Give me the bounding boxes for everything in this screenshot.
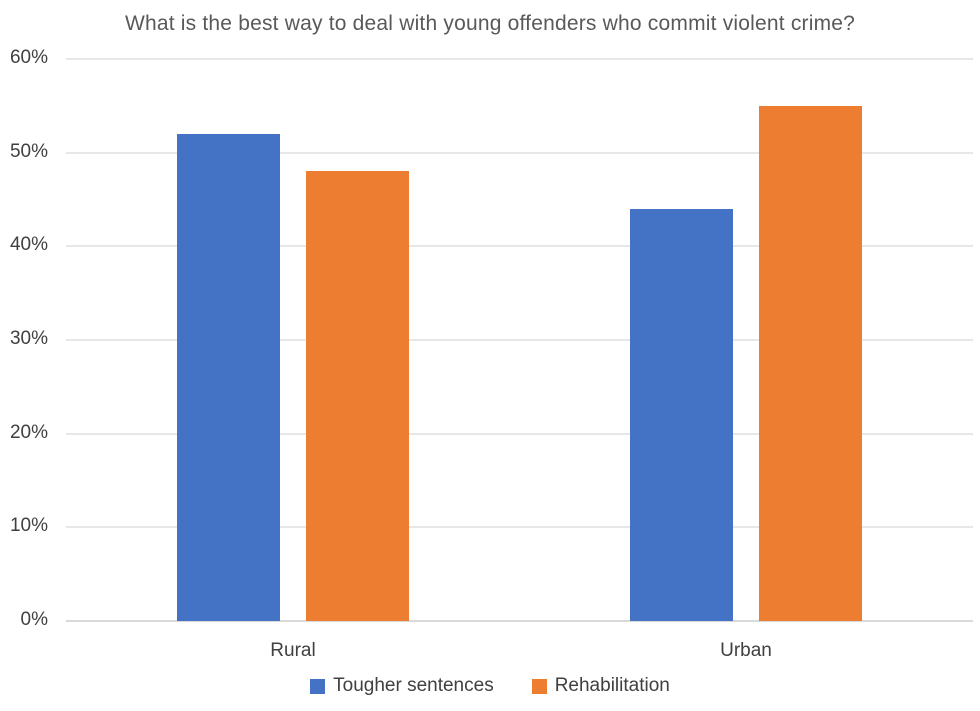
bar-urban-tougher-sentences <box>630 209 733 621</box>
x-axis-category-label: Rural <box>270 640 316 661</box>
legend-item-tougher-sentences: Tougher sentences <box>310 675 494 697</box>
y-gridline <box>66 58 973 60</box>
y-axis-tick-label: 50% <box>9 141 48 162</box>
legend-swatch-icon <box>310 678 326 694</box>
y-axis-tick-label: 60% <box>9 47 48 68</box>
legend-label: Rehabilitation <box>554 675 670 696</box>
bar-rural-tougher-sentences <box>177 134 280 621</box>
legend-item-rehabilitation: Rehabilitation <box>531 675 670 697</box>
y-gridline <box>66 245 973 247</box>
y-axis-tick-label: 40% <box>9 234 48 255</box>
y-gridline <box>66 152 973 154</box>
y-axis-tick-label: 20% <box>9 422 48 443</box>
y-gridline <box>66 433 973 435</box>
y-gridline <box>66 526 973 528</box>
y-axis-tick-label: 10% <box>9 515 48 536</box>
x-axis-category-label: Urban <box>720 640 772 661</box>
chart-title: What is the best way to deal with young … <box>124 12 856 35</box>
bar-rural-rehabilitation <box>306 171 409 621</box>
y-axis-tick-label: 30% <box>9 328 48 349</box>
y-axis-tick-label: 0% <box>20 609 48 630</box>
legend-swatch-icon <box>531 678 547 694</box>
y-gridline <box>66 339 973 341</box>
legend: Tougher sentences Rehabilitation <box>0 675 980 697</box>
bar-urban-rehabilitation <box>759 106 862 621</box>
x-axis-line <box>66 620 973 622</box>
legend-label: Tougher sentences <box>333 675 494 696</box>
